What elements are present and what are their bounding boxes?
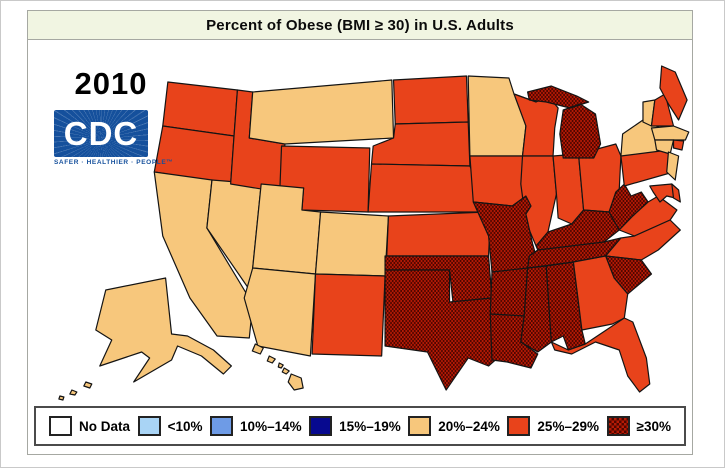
legend-swatch-gte30 (606, 416, 630, 436)
state-NJ (667, 152, 679, 180)
cdc-logo: CDC SAFER · HEALTHIER · PEOPLE™ (54, 110, 174, 166)
state-AK (59, 278, 231, 400)
legend-item-25-29: 25%–29% (507, 416, 599, 436)
legend-item-15-19: 15%–19% (309, 416, 401, 436)
legend-item-no-data: No Data (49, 416, 130, 436)
state-CO (315, 212, 388, 276)
cdc-logo-mark: CDC (54, 110, 148, 157)
legend-swatch-25-29 (507, 416, 531, 436)
legend-label: 10%–14% (240, 418, 302, 434)
state-KS (387, 212, 491, 256)
cdc-logo-tagline: SAFER · HEALTHIER · PEOPLE™ (54, 159, 174, 166)
legend-label: <10% (167, 418, 203, 434)
legend-swatch-15-19 (309, 416, 333, 436)
map-panel: 2010 CDC SAFER · HEALTHIER · PEOPLE™ No … (27, 39, 693, 455)
year-label: 2010 (74, 66, 148, 101)
state-HI (252, 344, 303, 390)
state-MA (651, 126, 688, 140)
hawaii-inset (252, 344, 303, 390)
state-AR (490, 268, 527, 316)
state-NM (312, 274, 385, 356)
legend: No Data <10% 10%–14% 15%–19% 20%–24% 25%… (34, 406, 686, 446)
legend-swatch-no-data (49, 416, 72, 436)
legend-swatch-20-24 (408, 416, 432, 436)
legend-label: ≥30% (636, 418, 671, 434)
state-FL (551, 318, 649, 392)
state-AZ (244, 268, 315, 356)
legend-item-10-14: 10%–14% (210, 416, 302, 436)
state-MT (249, 80, 393, 144)
state-GA (573, 256, 627, 330)
page-title: Percent of Obese (BMI ≥ 30) in U.S. Adul… (206, 16, 514, 34)
state-IA (470, 156, 529, 206)
state-ME (660, 66, 687, 120)
title-bar: Percent of Obese (BMI ≥ 30) in U.S. Adul… (27, 10, 693, 40)
legend-item-lt10: <10% (137, 416, 203, 436)
legend-label: 25%–29% (537, 418, 599, 434)
state-ND (394, 76, 469, 124)
legend-swatch-lt10 (137, 416, 161, 436)
legend-label: No Data (79, 418, 131, 434)
lower-48-states (154, 66, 689, 392)
legend-item-20-24: 20%–24% (408, 416, 500, 436)
legend-label: 20%–24% (438, 418, 500, 434)
alaska-inset (59, 278, 231, 400)
state-RI (674, 140, 684, 150)
us-choropleth-map (28, 44, 692, 410)
legend-label: 15%–19% (339, 418, 401, 434)
state-MI (528, 86, 601, 158)
legend-item-gte30: ≥30% (606, 416, 671, 436)
state-DE (672, 184, 680, 202)
legend-swatch-10-14 (210, 416, 234, 436)
